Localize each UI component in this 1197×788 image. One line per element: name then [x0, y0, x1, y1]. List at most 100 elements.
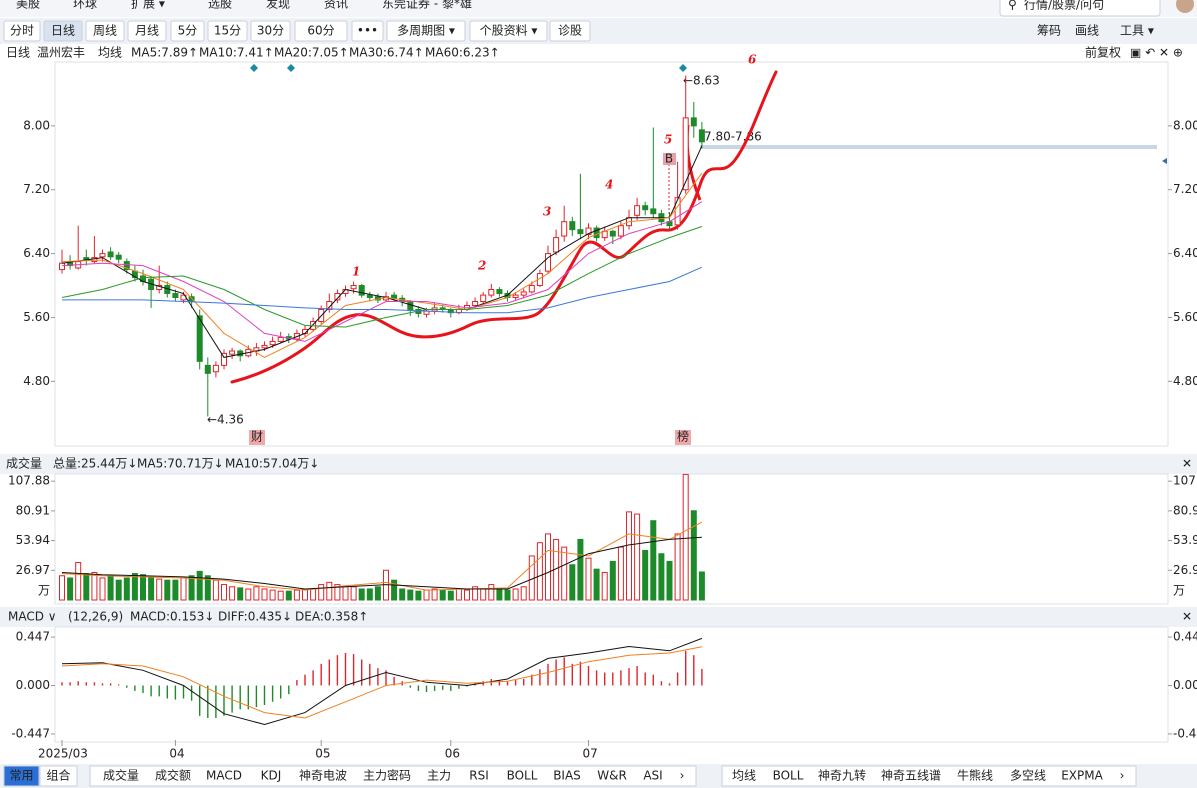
- candle-body: [366, 294, 373, 299]
- tab-label[interactable]: 多空线: [1010, 769, 1046, 783]
- x-tick-label: 05: [315, 747, 330, 761]
- y-tick-label-right: 5.60: [1173, 310, 1197, 324]
- nav-item[interactable]: 发现: [266, 0, 290, 11]
- toolbar-button[interactable]: [351, 20, 384, 42]
- candle-body: [221, 352, 227, 366]
- tab-label[interactable]: 主力密码: [363, 768, 411, 783]
- tab-label[interactable]: 神奇电波: [299, 769, 347, 783]
- candle-body: [512, 294, 519, 299]
- volume-bar: [140, 574, 146, 601]
- tab-label[interactable]: ASI: [643, 769, 662, 783]
- tab-label[interactable]: 成交量: [103, 768, 139, 783]
- candle-body: [277, 336, 284, 342]
- indicator-name: 均线: [98, 46, 122, 60]
- tab[interactable]: [3, 765, 40, 787]
- tab-label[interactable]: KDJ: [261, 769, 282, 783]
- close-icon[interactable]: ✕: [1182, 610, 1192, 624]
- toolbar-button-label: 15分: [214, 24, 241, 38]
- tab-label[interactable]: 主力: [427, 769, 451, 783]
- toolbar-button[interactable]: [170, 20, 205, 42]
- price-pointer: [1162, 158, 1167, 164]
- adjust-label[interactable]: 前复权: [1085, 45, 1121, 60]
- nav-item[interactable]: 东莞证券 - 黎*雄: [382, 0, 472, 11]
- tab-label[interactable]: 组合: [46, 768, 70, 783]
- close-icon[interactable]: ✕: [1182, 457, 1192, 471]
- volume-bar: [488, 584, 495, 601]
- candle-body: [350, 285, 357, 290]
- volume-bar: [415, 590, 422, 601]
- volume-bar: [148, 577, 155, 601]
- tab-label[interactable]: 常用: [9, 769, 33, 783]
- toolbar-button[interactable]: [3, 20, 41, 42]
- toolbar-right-item[interactable]: 画线: [1075, 24, 1099, 38]
- nav-item[interactable]: 选股: [208, 0, 232, 11]
- volume-bar: [658, 553, 665, 601]
- candle-body: [609, 230, 616, 237]
- toolbar-right-item[interactable]: 筹码: [1037, 24, 1061, 38]
- toolbar-button-label: 诊股: [558, 24, 582, 38]
- toolbar-icons[interactable]: ▣ ↶ ✕ ⊕: [1130, 46, 1183, 60]
- toolbar-button[interactable]: [386, 20, 466, 42]
- y-tick-label-right: -0.447: [1173, 726, 1197, 740]
- nav-item[interactable]: 环球: [73, 0, 97, 11]
- volume-bar: [180, 577, 187, 601]
- tab[interactable]: [39, 765, 78, 787]
- toolbar-button[interactable]: [207, 20, 248, 42]
- candle-body: [358, 285, 365, 296]
- volume-bar: [212, 579, 219, 601]
- y-tick-label: 4.80: [23, 374, 50, 388]
- candle-body: [650, 208, 657, 215]
- toolbar-button[interactable]: [127, 20, 167, 42]
- avatar[interactable]: [1176, 0, 1194, 13]
- legend-entry: DIFF:0.435↓: [218, 610, 292, 624]
- candle-body: [634, 205, 641, 216]
- volume-bar: [172, 579, 179, 601]
- volume-bar: [75, 562, 82, 601]
- tab-label[interactable]: ›: [680, 769, 685, 783]
- tab-label[interactable]: 牛熊线: [957, 768, 993, 783]
- legend-entry: MA5:7.89↑: [131, 46, 198, 60]
- volume-bar: [326, 581, 333, 601]
- toolbar-button[interactable]: [250, 20, 291, 42]
- candle-body: [172, 293, 179, 299]
- nav-item[interactable]: 美股: [16, 0, 40, 11]
- volume-bar: [91, 571, 98, 601]
- nav-item[interactable]: 资讯: [324, 0, 348, 11]
- toolbar-button[interactable]: [469, 20, 548, 42]
- x-tick-label: 06: [445, 747, 460, 761]
- tab-label[interactable]: 神奇九转: [818, 768, 866, 783]
- tab-label[interactable]: 成交额: [155, 768, 191, 783]
- candle-body: [99, 253, 106, 258]
- tab-label[interactable]: ›: [1120, 769, 1125, 783]
- tab-label[interactable]: MACD: [206, 769, 242, 783]
- tab-label[interactable]: EXPMA: [1061, 769, 1103, 783]
- nav-item[interactable]: 扩展 ▾: [131, 0, 165, 11]
- search-box[interactable]: [999, 0, 1161, 17]
- tab-label[interactable]: BOLL: [773, 769, 804, 783]
- volume-bar: [310, 588, 317, 601]
- toolbar-button[interactable]: [294, 20, 348, 42]
- volume-bar: [99, 577, 106, 601]
- y-tick-label-right: 7.20: [1173, 182, 1197, 196]
- y-tick-label: 7.20: [23, 182, 50, 196]
- tab-label[interactable]: W&R: [597, 769, 627, 783]
- volume-bar: [626, 511, 632, 601]
- toolbar-button[interactable]: [43, 20, 83, 42]
- volume-bar: [221, 584, 227, 601]
- tab-label[interactable]: 神奇五线谱: [881, 769, 941, 783]
- tab-label[interactable]: 均线: [732, 769, 756, 783]
- x-tick-label: 2025/03: [38, 747, 88, 761]
- toolbar-button[interactable]: [85, 20, 125, 42]
- candle-body: [520, 291, 527, 296]
- toolbar-right-item[interactable]: 工具 ▾: [1120, 24, 1154, 38]
- candle-body: [577, 229, 584, 235]
- tab-label[interactable]: BIAS: [553, 769, 581, 783]
- tab-label[interactable]: RSI: [469, 769, 489, 783]
- tab-label[interactable]: BOLL: [507, 769, 538, 783]
- y-tick-label-right: 6.40: [1173, 246, 1197, 260]
- volume-bar: [512, 588, 519, 601]
- macd-title[interactable]: MACD ∨: [8, 610, 57, 624]
- volume-bar: [253, 586, 260, 601]
- toolbar-button[interactable]: [549, 20, 591, 42]
